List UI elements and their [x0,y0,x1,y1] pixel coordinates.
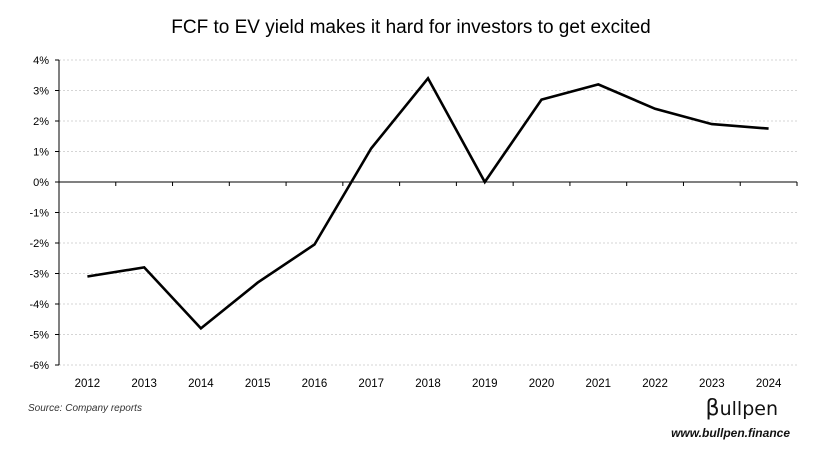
y-tick-label: -5% [29,330,49,342]
y-tick-label: -2% [29,238,49,250]
brand-url[interactable]: www.bullpen.finance [671,426,790,440]
chart-title: FCF to EV yield makes it hard for invest… [171,17,651,38]
x-tick-label: 2015 [245,378,271,390]
gridlines [59,59,797,366]
x-tick-label: 2013 [131,378,157,390]
x-tick-label: 2022 [642,378,668,390]
x-tick-label: 2014 [188,378,214,390]
x-tick-label: 2017 [358,378,384,390]
x-tick-label: 2018 [415,378,441,390]
y-tick-label: -4% [29,299,49,311]
y-tick-label: 2% [33,116,49,128]
x-tick-labels: 2012 2013 2014 2015 2016 2017 2018 2019 2020 2021… [75,378,782,390]
x-tick-label: 2024 [756,378,782,390]
x-tick-label: 2021 [586,378,612,390]
y-tick-label: 3% [33,86,49,98]
x-tick-label: 2016 [302,378,328,390]
x-tick-label: 2023 [699,378,725,390]
y-tick-label: 1% [33,147,49,159]
brand-text: ullpen [719,398,778,420]
y-tick-label: 4% [33,55,49,67]
x-tick-label: 2012 [75,378,101,390]
y-tick-label: -3% [29,269,49,281]
x-tick-label: 2020 [529,378,555,390]
axes [55,59,798,366]
series-line [87,75,769,331]
y-tick-label: -6% [29,360,49,372]
series-layer [87,75,769,331]
source-note: Source: Company reports [28,403,142,414]
y-tick-labels: 4% 3% 2% 1% 0% -1% -2% -3% -4% -5% -6% [29,55,49,372]
brand-beta: β [705,396,720,421]
y-tick-label: 0% [33,177,49,189]
y-tick-label: -1% [29,208,49,220]
x-tick-label: 2019 [472,378,498,390]
brand-logo: βullpen [706,396,778,421]
